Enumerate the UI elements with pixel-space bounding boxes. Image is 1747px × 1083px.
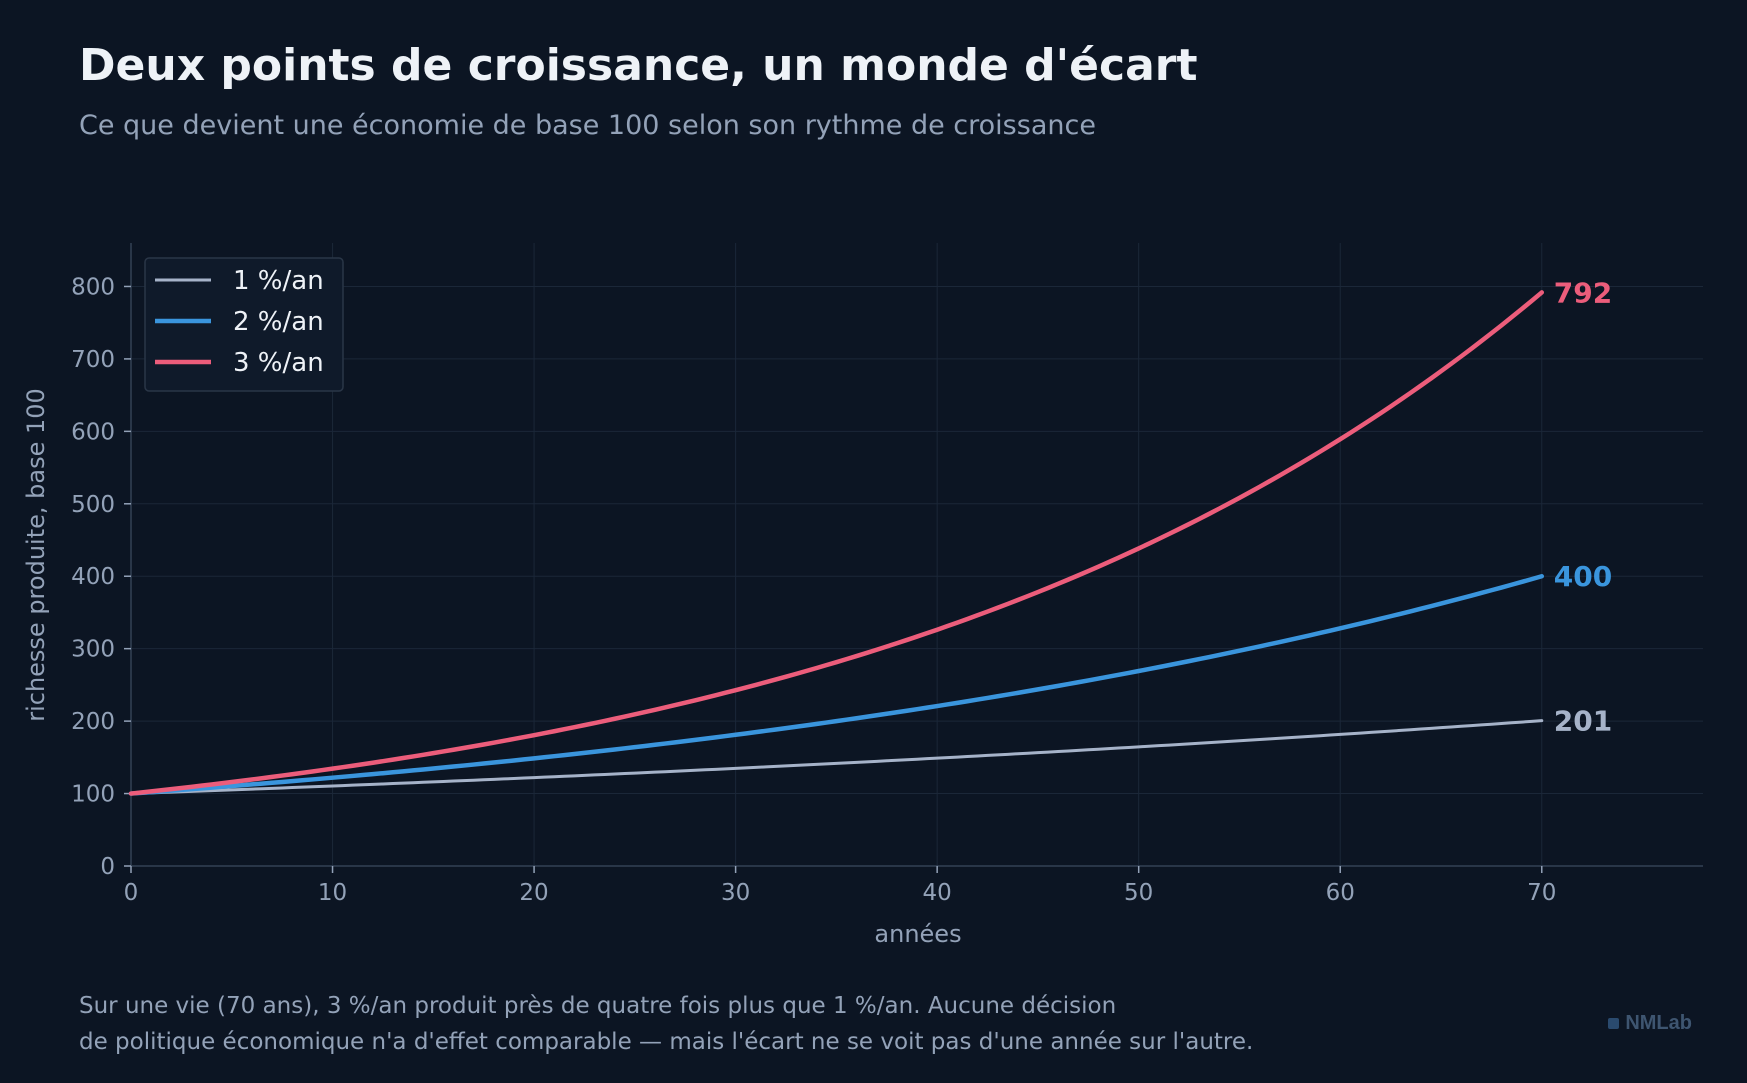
x-tick-labels: 0 10 20 30 40 50 60 70 — [124, 880, 1557, 906]
legend-entry-1: 1 %/an — [233, 266, 324, 296]
x-tick-label: 0 — [124, 880, 139, 906]
series-line-2 — [128, 574, 1545, 796]
axes — [124, 243, 1703, 873]
y-tick-label: 200 — [71, 709, 115, 735]
y-tick-label: 400 — [71, 564, 115, 590]
end-label-2: 400 — [1554, 560, 1612, 593]
caption: Sur une vie (70 ans), 3 %/an produit prè… — [79, 988, 1253, 1060]
x-axis-label: années — [874, 920, 961, 948]
y-tick-label: 600 — [71, 419, 115, 445]
caption-line-1: Sur une vie (70 ans), 3 %/an produit prè… — [79, 993, 1117, 1019]
brand-label: NMLab — [1625, 1012, 1692, 1034]
y-tick-label: 300 — [71, 637, 115, 663]
y-tick-labels: 0 100 200 300 400 500 600 700 800 — [71, 274, 115, 880]
y-tick-label: 800 — [71, 274, 115, 300]
x-tick-label: 50 — [1124, 880, 1153, 906]
legend-entry-2: 2 %/an — [233, 307, 324, 337]
x-tick-label: 60 — [1326, 880, 1355, 906]
x-tick-label: 20 — [519, 880, 548, 906]
brand-logo: NMLab — [1608, 1012, 1692, 1035]
legend-entry-3: 3 %/an — [233, 348, 324, 378]
series-line-3 — [128, 290, 1545, 796]
x-tick-label: 70 — [1527, 880, 1556, 906]
end-label-3: 792 — [1554, 276, 1612, 309]
end-label-1: 201 — [1554, 704, 1612, 737]
chart-title: Deux points de croissance, un monde d'éc… — [79, 40, 1198, 91]
y-axis-label: richesse produite, base 100 — [22, 388, 50, 722]
caption-line-2: de politique économique n'a d'effet comp… — [79, 1029, 1254, 1055]
x-tick-label: 30 — [721, 880, 750, 906]
legend: 1 %/an 2 %/an 3 %/an — [144, 257, 344, 392]
legend-box — [144, 257, 344, 392]
x-tick-label: 10 — [318, 880, 347, 906]
y-tick-label: 100 — [71, 782, 115, 808]
series-lines — [128, 290, 1545, 796]
y-tick-label: 0 — [100, 854, 115, 880]
x-tick-label: 40 — [923, 880, 952, 906]
series-line-1 — [129, 719, 1544, 796]
y-tick-label: 700 — [71, 347, 115, 373]
grid-lines — [130, 243, 1703, 867]
chart-subtitle: Ce que devient une économie de base 100 … — [79, 110, 1096, 141]
end-value-labels: 201 400 792 — [1554, 276, 1612, 737]
y-tick-label: 500 — [71, 492, 115, 518]
brand-square-icon — [1608, 1018, 1620, 1029]
